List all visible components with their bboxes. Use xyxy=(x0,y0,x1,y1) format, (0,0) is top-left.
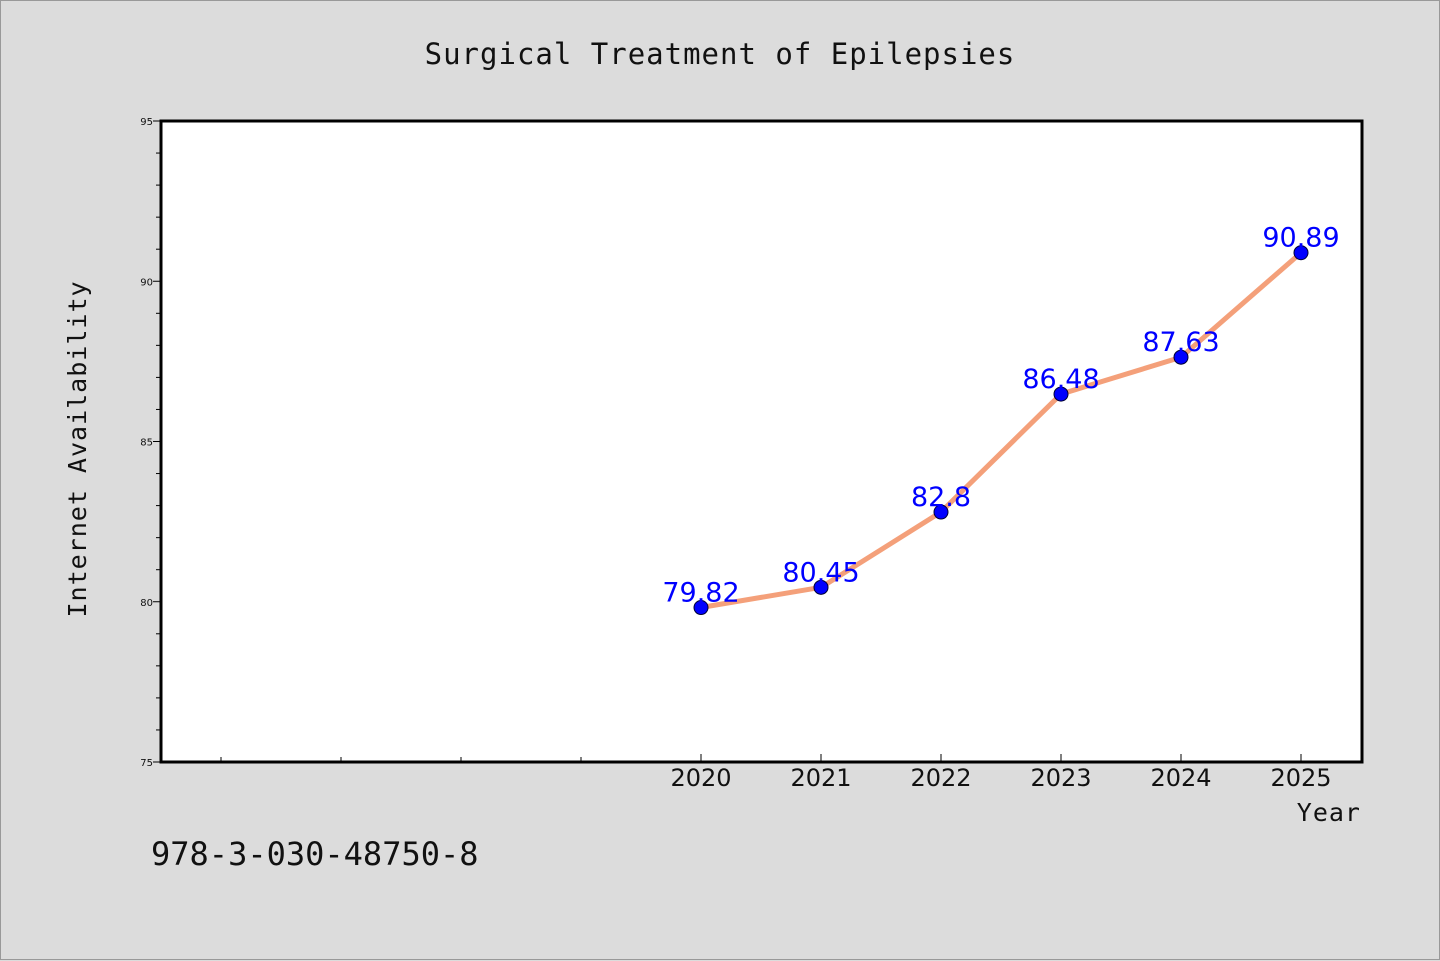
data-point-marker xyxy=(933,504,949,520)
y-tick-label: 95 xyxy=(140,117,153,128)
y-tick-label: 90 xyxy=(140,277,153,288)
y-axis-label: Internet Availability xyxy=(63,280,92,617)
isbn-text: 978-3-030-48750-8 xyxy=(151,835,479,873)
data-point-marker xyxy=(1173,349,1189,365)
x-tick-label: 2025 xyxy=(1270,764,1331,792)
data-label: 90.89 xyxy=(1262,223,1339,254)
data-label: 87.63 xyxy=(1142,327,1219,358)
series-line-group: 79.82 80.45 82.8 86.48 87.63 90.89 xyxy=(662,223,1340,616)
y-tick-label: 85 xyxy=(140,438,153,449)
x-tick-label: 2023 xyxy=(1030,764,1091,792)
chart-title: Surgical Treatment of Epilepsies xyxy=(425,37,1016,71)
data-label: 79.82 xyxy=(662,578,739,609)
data-label: 82.8 xyxy=(911,482,971,513)
data-point-marker xyxy=(813,579,829,595)
data-label: 80.45 xyxy=(782,557,859,588)
x-axis-label: Year xyxy=(1297,798,1361,827)
x-tick-label: 2024 xyxy=(1150,764,1211,792)
x-tick-label: 2021 xyxy=(790,764,851,792)
y-axis: 75 80 85 90 95 xyxy=(140,117,161,769)
x-tick-label: 2020 xyxy=(670,764,731,792)
plot-area xyxy=(159,119,1364,764)
data-label: 86.48 xyxy=(1022,364,1099,395)
data-point-marker xyxy=(1293,245,1309,261)
y-tick-label: 75 xyxy=(140,758,153,769)
data-point-marker xyxy=(1053,386,1069,402)
x-tick-label: 2022 xyxy=(910,764,971,792)
data-point-marker xyxy=(693,600,709,616)
x-axis: 2020 2021 2022 2023 2024 2025 xyxy=(220,754,1332,792)
series-line xyxy=(698,250,1304,611)
y-tick-label: 80 xyxy=(140,598,153,609)
